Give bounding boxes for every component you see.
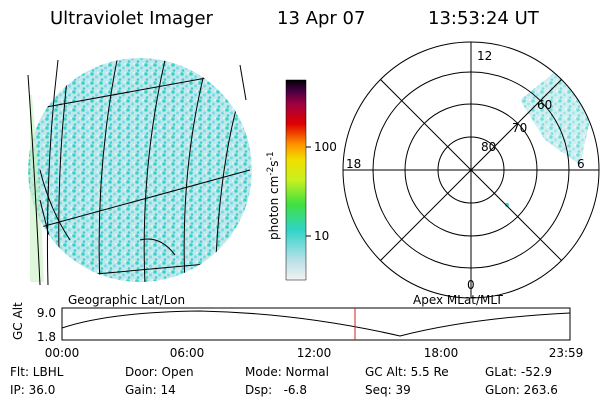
mlat-label: 80 (481, 140, 496, 154)
footer-field: Seq: 39 (365, 383, 411, 397)
unit-exp: -2 (266, 167, 276, 176)
footer: Flt: LBHL Door: Open Mode: Normal GC Alt: 5… (10, 365, 558, 397)
colorbar: 100 10 photon cm-2s-1 (266, 79, 337, 281)
mlat-label: 70 (512, 121, 527, 135)
colorbar-tick: 100 (314, 140, 337, 154)
caption: Apex MLat/MLT (413, 293, 503, 307)
axis-label: GC Alt (11, 302, 25, 340)
footer-field: Flt: LBHL (10, 365, 64, 379)
time-label: 23:59 (549, 346, 584, 360)
mlt-label: 12 (477, 49, 492, 63)
colorbar-tick: 10 (314, 229, 329, 243)
footer-field: Mode: Normal (245, 365, 329, 379)
footer-field: GLon: 263.6 (485, 383, 558, 397)
caption: Geographic Lat/Lon (68, 293, 185, 307)
footer-field: Dsp: -6.8 (245, 383, 307, 397)
y-label: 1.8 (37, 330, 56, 344)
footer-field: Gain: 14 (125, 383, 176, 397)
time-label: 12:00 (297, 346, 332, 360)
mlt-label: 0 (467, 278, 475, 292)
y-label: 9.0 (37, 306, 56, 320)
mlat-label: 60 (537, 98, 552, 112)
unit-exp: -1 (266, 151, 276, 160)
instrument: Ultraviolet Imager (50, 8, 214, 29)
footer-field: GC Alt: 5.5 Re (365, 365, 449, 379)
altitude-plot: GC Alt 9.0 1.8 00:00 06:00 12:00 18:00 2… (11, 302, 583, 360)
mlt-label: 18 (346, 157, 361, 171)
colorbar-unit: photon cm-2s-1 (266, 151, 281, 240)
time: 13:53:24 UT (428, 8, 540, 29)
polar-plot: 12 18 6 0 80 70 60 (342, 41, 600, 299)
footer-field: Door: Open (125, 365, 194, 379)
date: 13 Apr 07 (277, 8, 365, 29)
footer-field: GLat: -52.9 (485, 365, 552, 379)
globe-image (27, 55, 252, 286)
time-label: 06:00 (170, 346, 205, 360)
time-label: 18:00 (424, 346, 459, 360)
mlt-label: 6 (577, 157, 585, 171)
header: Ultraviolet Imager 13 Apr 07 13:53:24 UT (50, 8, 540, 29)
time-label: 00:00 (45, 346, 80, 360)
footer-field: IP: 36.0 (10, 383, 55, 397)
unit-mid: s (267, 160, 281, 166)
unit-base: photon cm (267, 176, 281, 240)
